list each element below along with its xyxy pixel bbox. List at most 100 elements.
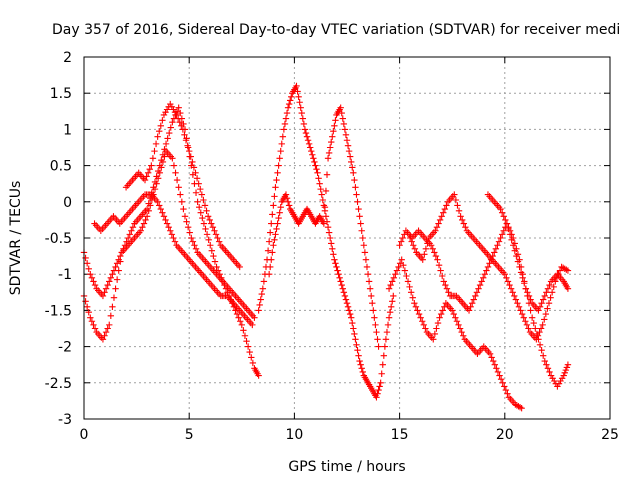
data-point (335, 271, 342, 278)
data-point (343, 299, 351, 307)
data-point (85, 265, 92, 272)
data-point (556, 267, 564, 274)
data-point (112, 263, 119, 271)
data-point (373, 328, 380, 336)
data-point (208, 247, 216, 254)
data-point (237, 318, 244, 325)
data-point (104, 281, 111, 289)
data-point (564, 361, 572, 368)
data-point (502, 216, 509, 224)
data-point (170, 234, 177, 242)
data-point (498, 209, 506, 216)
data-point (268, 220, 275, 227)
data-point (467, 303, 474, 310)
data-point (468, 299, 476, 307)
data-point (200, 220, 208, 227)
data-point (202, 225, 209, 233)
data-point (169, 155, 176, 162)
data-point (191, 242, 198, 249)
y-tick-label: -1.5 (45, 303, 72, 319)
data-point (449, 307, 456, 314)
data-point (143, 173, 150, 180)
data-point (233, 310, 241, 318)
data-point (175, 104, 182, 111)
data-point (363, 263, 371, 271)
data-point (271, 193, 278, 200)
data-point (541, 292, 548, 300)
data-point (126, 231, 133, 238)
data-point (186, 229, 193, 236)
data-point (299, 115, 307, 122)
data-point (203, 231, 211, 238)
data-point (539, 321, 546, 329)
data-point (545, 299, 553, 307)
data-point (460, 332, 467, 339)
data-point (410, 242, 417, 249)
data-point (475, 285, 482, 292)
data-point (334, 267, 341, 274)
data-point (409, 294, 416, 301)
data-point (280, 126, 288, 133)
data-point (434, 319, 442, 327)
data-point (492, 245, 500, 253)
data-point (501, 271, 508, 278)
data-point (143, 213, 151, 220)
data-point (177, 191, 184, 198)
data-point (303, 133, 311, 140)
data-point (258, 290, 265, 298)
data-point (563, 266, 570, 273)
data-point (340, 120, 348, 128)
data-point (442, 281, 449, 289)
data-point (192, 189, 200, 196)
data-point (90, 321, 97, 329)
data-point (277, 204, 284, 211)
data-point (412, 303, 420, 310)
data-point (430, 336, 437, 343)
data-point (319, 196, 327, 204)
data-point (560, 372, 567, 379)
data-point (533, 330, 541, 338)
data-point (421, 251, 428, 258)
data-point (128, 227, 135, 234)
data-point (455, 207, 463, 215)
data-point (204, 213, 212, 220)
data-point (397, 238, 405, 245)
data-point (208, 220, 215, 227)
data-point (162, 140, 170, 148)
data-point (162, 109, 169, 116)
data-point (156, 202, 163, 209)
data-point (285, 100, 293, 108)
data-point (352, 184, 359, 191)
data-point (332, 260, 339, 267)
data-point (304, 137, 312, 144)
data-point (349, 164, 356, 171)
data-point (255, 372, 262, 379)
data-point (436, 216, 444, 224)
data-point (437, 310, 445, 318)
data-point (197, 185, 204, 193)
data-point (200, 196, 207, 204)
data-point (297, 104, 304, 111)
data-point (326, 144, 334, 151)
data-point (524, 292, 531, 300)
data-point (406, 234, 414, 242)
data-point (302, 129, 310, 137)
data-point (503, 220, 511, 227)
data-point (193, 175, 201, 182)
data-point (240, 327, 247, 334)
data-point (400, 261, 407, 269)
data-point (276, 209, 283, 216)
y-tick-label: 1.5 (50, 86, 72, 102)
data-point (338, 109, 345, 117)
data-point (248, 354, 255, 361)
data-point (372, 321, 379, 329)
data-point (322, 187, 330, 195)
data-point (496, 372, 503, 379)
data-point (547, 372, 555, 379)
data-point (404, 278, 412, 285)
data-point (142, 216, 149, 224)
data-point (344, 142, 352, 149)
x-tick-label: 20 (496, 427, 514, 443)
data-point (439, 307, 446, 314)
